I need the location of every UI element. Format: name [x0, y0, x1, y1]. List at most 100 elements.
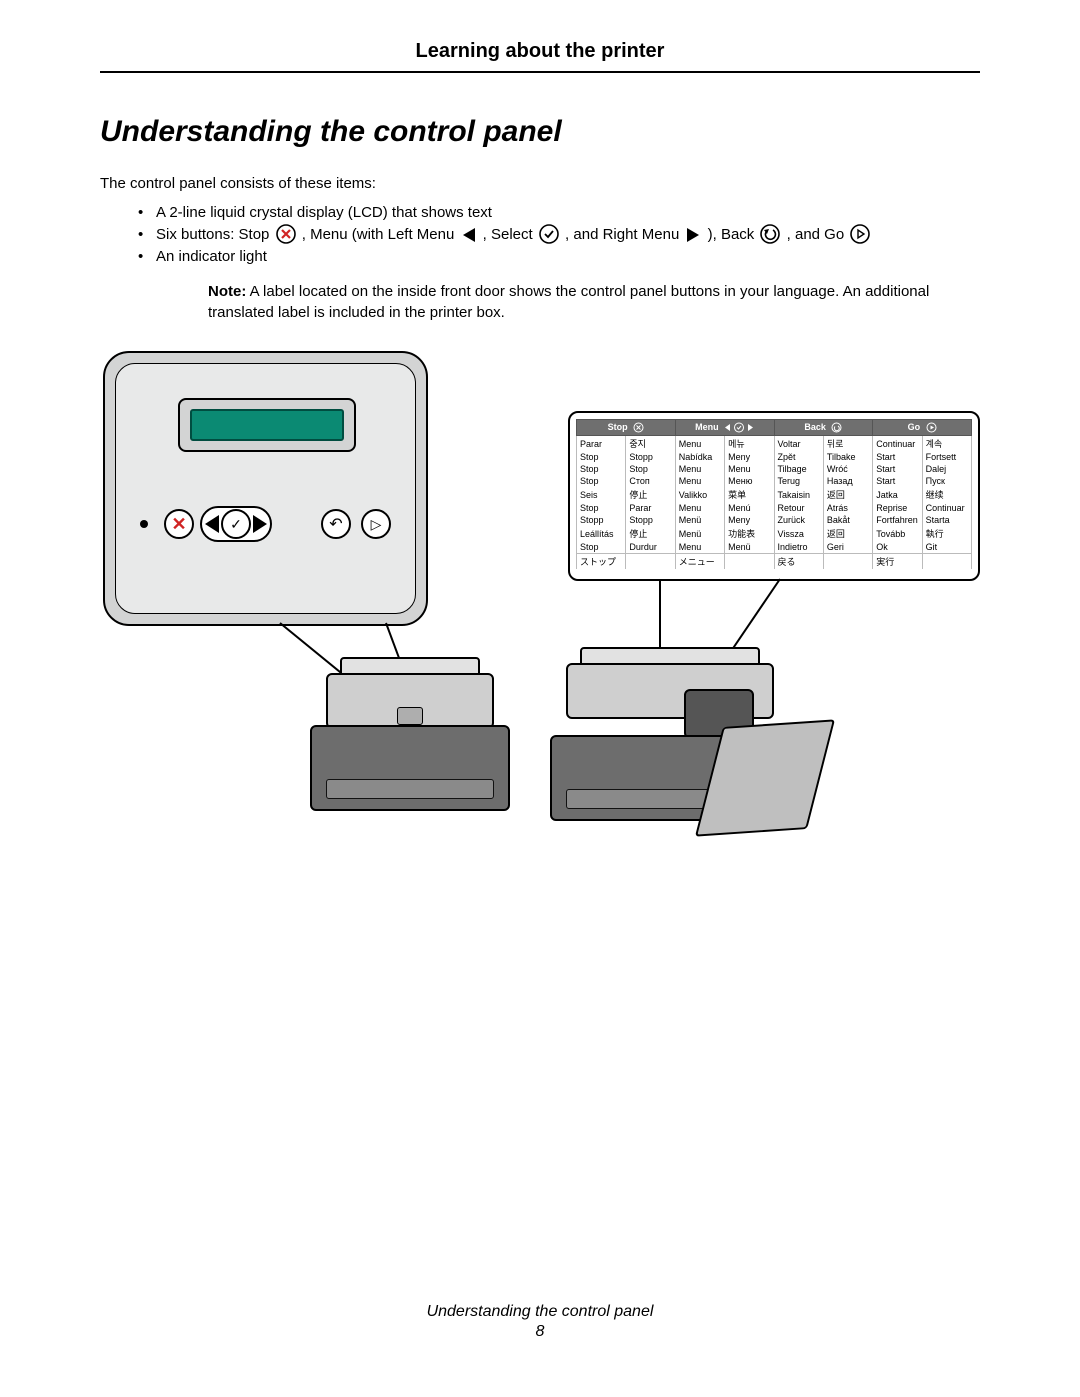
table-cell: Atrás: [823, 502, 872, 514]
table-cell: Stop: [577, 463, 626, 475]
table-cell: Menu: [725, 463, 774, 475]
table-cell: Parar: [626, 502, 675, 514]
note-label: Note:: [208, 283, 246, 300]
table-cell: Stop: [577, 502, 626, 514]
table-cell: 중지: [626, 436, 675, 452]
table-cell: Takaisin: [774, 487, 823, 502]
table-cell: Menu: [675, 436, 724, 452]
table-cell: [725, 554, 774, 570]
right-menu-icon: [685, 226, 701, 244]
bullet-text: , and Go: [787, 226, 849, 243]
table-row: StopDurdurMenuMenüIndietroGeriOkGit: [577, 541, 972, 554]
indicator-light: [140, 520, 148, 528]
lcd-screen: [190, 409, 344, 441]
bullet-text: , and Right Menu: [565, 226, 683, 243]
note-text: A label located on the inside front door…: [208, 283, 929, 321]
table-cell: ストップ: [577, 554, 626, 570]
table-cell: Terug: [774, 475, 823, 487]
table-cell: Start: [873, 475, 922, 487]
bullet-text: , Select: [483, 226, 537, 243]
table-cell: Menú: [725, 502, 774, 514]
table-cell: Пуск: [922, 475, 971, 487]
table-cell: Voltar: [774, 436, 823, 452]
page: Learning about the printer Understanding…: [0, 0, 1080, 1397]
table-cell: Wróć: [823, 463, 872, 475]
stop-button: ✕: [164, 509, 194, 539]
table-cell: Jatka: [873, 487, 922, 502]
table-cell: Geri: [823, 541, 872, 554]
intro-text: The control panel consists of these item…: [100, 175, 980, 192]
table-cell: Meny: [725, 451, 774, 463]
printer-base: [310, 725, 510, 811]
table-cell: Vissza: [774, 526, 823, 541]
table-cell: Stop: [577, 451, 626, 463]
note-block: Note: A label located on the inside fron…: [100, 267, 980, 323]
page-number: 8: [0, 1323, 1080, 1341]
table-cell: Tilbage: [774, 463, 823, 475]
table-cell: Start: [873, 451, 922, 463]
table-cell: Seis: [577, 487, 626, 502]
table-cell: 메뉴: [725, 436, 774, 452]
control-panel-callout: ✕ ✓ ↶ ▷: [103, 351, 428, 626]
table-cell: メニュー: [675, 554, 724, 570]
header-text: Go: [908, 422, 921, 432]
table-cell: [626, 554, 675, 570]
table-row: StoppStoppMenüMenyZurückBakåtFortfahrenS…: [577, 514, 972, 526]
table-cell: Stopp: [626, 514, 675, 526]
table-header: Stop: [577, 420, 676, 436]
table-cell: Fortsett: [922, 451, 971, 463]
table-row: StopStoppNabídkaMenyZpětTilbakeStartFort…: [577, 451, 972, 463]
go-button: ▷: [361, 509, 391, 539]
translation-table: Stop Menu: [576, 419, 972, 569]
table-cell: 停止: [626, 526, 675, 541]
back-icon: [760, 224, 780, 244]
table-cell: 菜单: [725, 487, 774, 502]
menu-group: ✓: [200, 506, 272, 542]
table-cell: Dalej: [922, 463, 971, 475]
table-cell: 返回: [823, 487, 872, 502]
printer-control-panel: [397, 707, 423, 725]
bullet-text: A 2-line liquid crystal display (LCD) th…: [156, 204, 492, 221]
bullet-text: , Menu (with Left Menu: [302, 226, 455, 243]
table-row: Leállítás停止Menü功能表Vissza返回Tovább執行: [577, 526, 972, 541]
table-cell: Indietro: [774, 541, 823, 554]
bullet-text: Six buttons: Stop: [156, 226, 274, 243]
header-text: Stop: [608, 422, 628, 432]
table-cell: Fortfahren: [873, 514, 922, 526]
table-cell: Starta: [922, 514, 971, 526]
table-cell: Menu: [675, 463, 724, 475]
table-cell: 返回: [823, 526, 872, 541]
table-cell: Stop: [626, 463, 675, 475]
go-icon: [926, 422, 937, 433]
table-cell: 執行: [922, 526, 971, 541]
table-cell: Menü: [725, 541, 774, 554]
stop-icon: [276, 224, 296, 244]
table-cell: Назад: [823, 475, 872, 487]
stop-icon: [633, 422, 644, 433]
go-icon: [850, 224, 870, 244]
table-cell: Valikko: [675, 487, 724, 502]
printer-open: [550, 641, 790, 821]
table-cell: Stopp: [577, 514, 626, 526]
table-cell: Menu: [675, 475, 724, 487]
table-cell: Stop: [577, 541, 626, 554]
table-cell: Leállítás: [577, 526, 626, 541]
table-row: StopPararMenuMenúRetourAtrásRepriseConti…: [577, 502, 972, 514]
figure: ✕ ✓ ↶ ▷ Stop: [100, 351, 980, 961]
table-cell: 계속: [922, 436, 971, 452]
chapter-title: Learning about the printer: [100, 40, 980, 63]
bullet-list: A 2-line liquid crystal display (LCD) th…: [100, 202, 980, 267]
table-cell: Bakåt: [823, 514, 872, 526]
table-cell: Menu: [675, 541, 724, 554]
table-cell: Stop: [577, 475, 626, 487]
header-text: Back: [804, 422, 826, 432]
page-footer: Understanding the control panel 8: [0, 1303, 1080, 1341]
translation-label-callout: Stop Menu: [568, 411, 980, 581]
bullet-item: An indicator light: [138, 246, 980, 268]
table-cell: Parar: [577, 436, 626, 452]
lcd-frame: [178, 398, 356, 452]
bullet-item: A 2-line liquid crystal display (LCD) th…: [138, 202, 980, 224]
bullet-text: An indicator light: [156, 248, 267, 265]
table-cell: Menü: [675, 514, 724, 526]
table-cell: Меню: [725, 475, 774, 487]
